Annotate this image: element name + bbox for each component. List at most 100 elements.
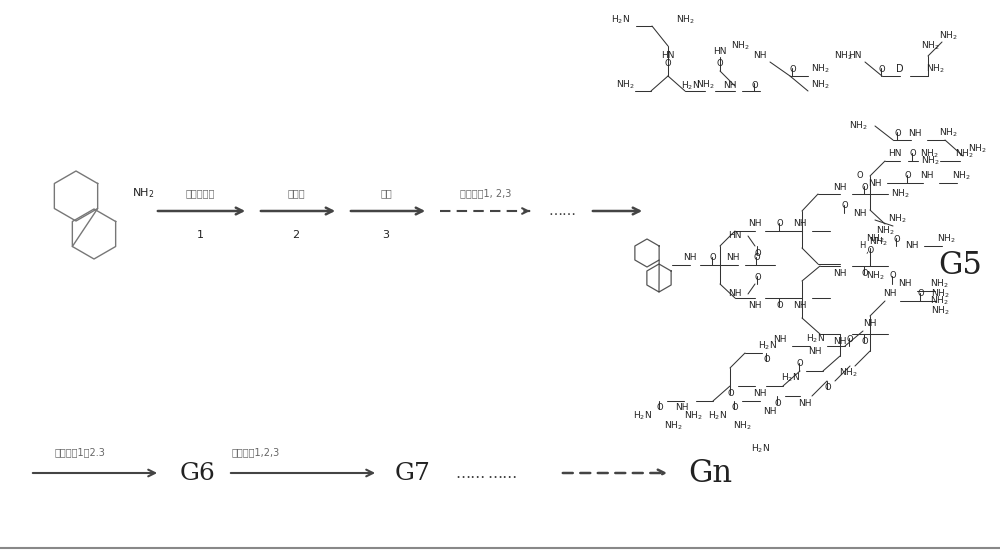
Text: 2: 2 bbox=[292, 230, 300, 240]
Text: NH$_2$: NH$_2$ bbox=[866, 233, 884, 245]
Text: NH: NH bbox=[763, 406, 777, 415]
Text: O: O bbox=[754, 254, 760, 262]
Text: NH$_2$: NH$_2$ bbox=[939, 127, 957, 139]
Text: 加入活化酶: 加入活化酶 bbox=[185, 188, 215, 198]
Text: G7: G7 bbox=[395, 461, 431, 484]
Text: O: O bbox=[732, 404, 738, 413]
Text: O: O bbox=[777, 300, 783, 310]
Text: NH$_2$: NH$_2$ bbox=[616, 79, 635, 91]
Text: HN: HN bbox=[848, 52, 862, 61]
Text: O: O bbox=[710, 254, 716, 262]
Text: O: O bbox=[847, 335, 853, 344]
Text: NH$_2$: NH$_2$ bbox=[811, 79, 829, 91]
Text: 重复步骤1，2.3: 重复步骤1，2.3 bbox=[55, 447, 106, 457]
Text: NH: NH bbox=[683, 254, 697, 262]
Text: H$_2$N: H$_2$N bbox=[781, 372, 800, 384]
Text: NH$_2$: NH$_2$ bbox=[876, 225, 894, 237]
Text: O: O bbox=[755, 274, 761, 282]
Text: NH: NH bbox=[868, 178, 882, 187]
Text: NH: NH bbox=[748, 220, 762, 229]
Text: NH: NH bbox=[898, 280, 912, 289]
Text: O: O bbox=[764, 355, 770, 364]
Text: NH$_2$: NH$_2$ bbox=[939, 30, 957, 42]
Text: G5: G5 bbox=[938, 251, 982, 281]
Text: NH$_2$: NH$_2$ bbox=[664, 420, 682, 432]
Text: 提纯: 提纯 bbox=[380, 188, 392, 198]
Text: HN: HN bbox=[728, 231, 742, 241]
Text: H$_2$N: H$_2$N bbox=[611, 14, 630, 26]
Text: HN: HN bbox=[713, 47, 727, 56]
Text: NH: NH bbox=[905, 241, 919, 251]
Text: NH$_2$: NH$_2$ bbox=[931, 288, 949, 300]
Text: NH: NH bbox=[728, 290, 742, 299]
Text: H: H bbox=[859, 241, 865, 251]
Text: ……: …… bbox=[487, 465, 517, 480]
Text: O: O bbox=[797, 360, 803, 369]
Text: NH$_2$: NH$_2$ bbox=[921, 155, 939, 167]
Text: O: O bbox=[752, 81, 758, 90]
Text: NH$_2$: NH$_2$ bbox=[839, 367, 857, 379]
Text: H$_2$N: H$_2$N bbox=[751, 443, 769, 455]
Text: NH: NH bbox=[798, 399, 812, 408]
Text: O: O bbox=[890, 271, 896, 280]
Text: NH$_2$: NH$_2$ bbox=[930, 278, 948, 290]
Text: NH$_2$: NH$_2$ bbox=[869, 236, 887, 248]
Text: H$_2$N: H$_2$N bbox=[633, 410, 652, 422]
Text: H$_2$N: H$_2$N bbox=[758, 340, 776, 353]
Text: NH: NH bbox=[833, 269, 847, 277]
Text: 1: 1 bbox=[196, 230, 204, 240]
Text: 脱保护: 脱保护 bbox=[287, 188, 305, 198]
Text: O: O bbox=[894, 235, 900, 244]
Text: NH$_2$: NH$_2$ bbox=[920, 148, 939, 160]
Text: 重复步骤1, 2,3: 重复步骤1, 2,3 bbox=[460, 188, 512, 198]
Text: 3: 3 bbox=[382, 230, 390, 240]
Text: NH: NH bbox=[793, 220, 807, 229]
Text: 重复步骤1,2,3: 重复步骤1,2,3 bbox=[232, 447, 280, 457]
Text: NH$_2$: NH$_2$ bbox=[921, 39, 939, 52]
Text: H$_2$N: H$_2$N bbox=[708, 410, 727, 422]
Text: O: O bbox=[775, 399, 781, 408]
Text: NH$_2$: NH$_2$ bbox=[696, 79, 714, 91]
Text: G6: G6 bbox=[180, 461, 216, 484]
Text: O: O bbox=[918, 290, 924, 299]
Text: ,O: ,O bbox=[865, 246, 875, 256]
Text: HN: HN bbox=[661, 52, 675, 61]
Text: NH: NH bbox=[676, 404, 689, 413]
Text: NH$_2$: NH$_2$ bbox=[931, 305, 949, 317]
Text: O: O bbox=[777, 220, 783, 229]
Text: NH: NH bbox=[808, 348, 822, 356]
Text: H$_2$N: H$_2$N bbox=[681, 80, 699, 92]
Text: O: O bbox=[857, 171, 863, 181]
Text: O: O bbox=[879, 64, 885, 73]
Text: O: O bbox=[728, 389, 734, 398]
Text: ……: …… bbox=[548, 204, 576, 218]
Text: NH$_2$: NH$_2$ bbox=[834, 49, 852, 62]
Text: NH$_2$: NH$_2$ bbox=[676, 14, 694, 26]
Text: NH$_2$: NH$_2$ bbox=[937, 233, 955, 245]
Text: O: O bbox=[842, 201, 848, 211]
Text: NH$_2$: NH$_2$ bbox=[891, 188, 909, 200]
Text: NH: NH bbox=[863, 320, 877, 329]
Text: NH$_2$: NH$_2$ bbox=[888, 213, 906, 225]
Text: O: O bbox=[657, 404, 663, 413]
Text: NH: NH bbox=[908, 128, 922, 137]
Text: ……: …… bbox=[455, 465, 485, 480]
Text: NH: NH bbox=[773, 335, 787, 344]
Text: O: O bbox=[862, 182, 868, 191]
Text: O: O bbox=[862, 269, 868, 277]
Text: NH: NH bbox=[723, 81, 737, 90]
Text: NH: NH bbox=[833, 336, 847, 345]
Text: NH$_2$: NH$_2$ bbox=[811, 63, 829, 75]
Text: NH$_2$: NH$_2$ bbox=[930, 295, 948, 307]
Text: NH$_2$: NH$_2$ bbox=[733, 420, 751, 432]
Text: O: O bbox=[895, 128, 901, 137]
Text: NH: NH bbox=[920, 171, 934, 181]
Text: HN: HN bbox=[888, 150, 902, 158]
Text: NH: NH bbox=[793, 300, 807, 310]
Text: NH$_2$: NH$_2$ bbox=[866, 270, 884, 282]
Text: O: O bbox=[905, 171, 911, 181]
Text: NH: NH bbox=[753, 389, 767, 398]
Text: NH$_2$: NH$_2$ bbox=[926, 63, 944, 75]
Text: NH: NH bbox=[748, 300, 762, 310]
Text: NH: NH bbox=[726, 254, 740, 262]
